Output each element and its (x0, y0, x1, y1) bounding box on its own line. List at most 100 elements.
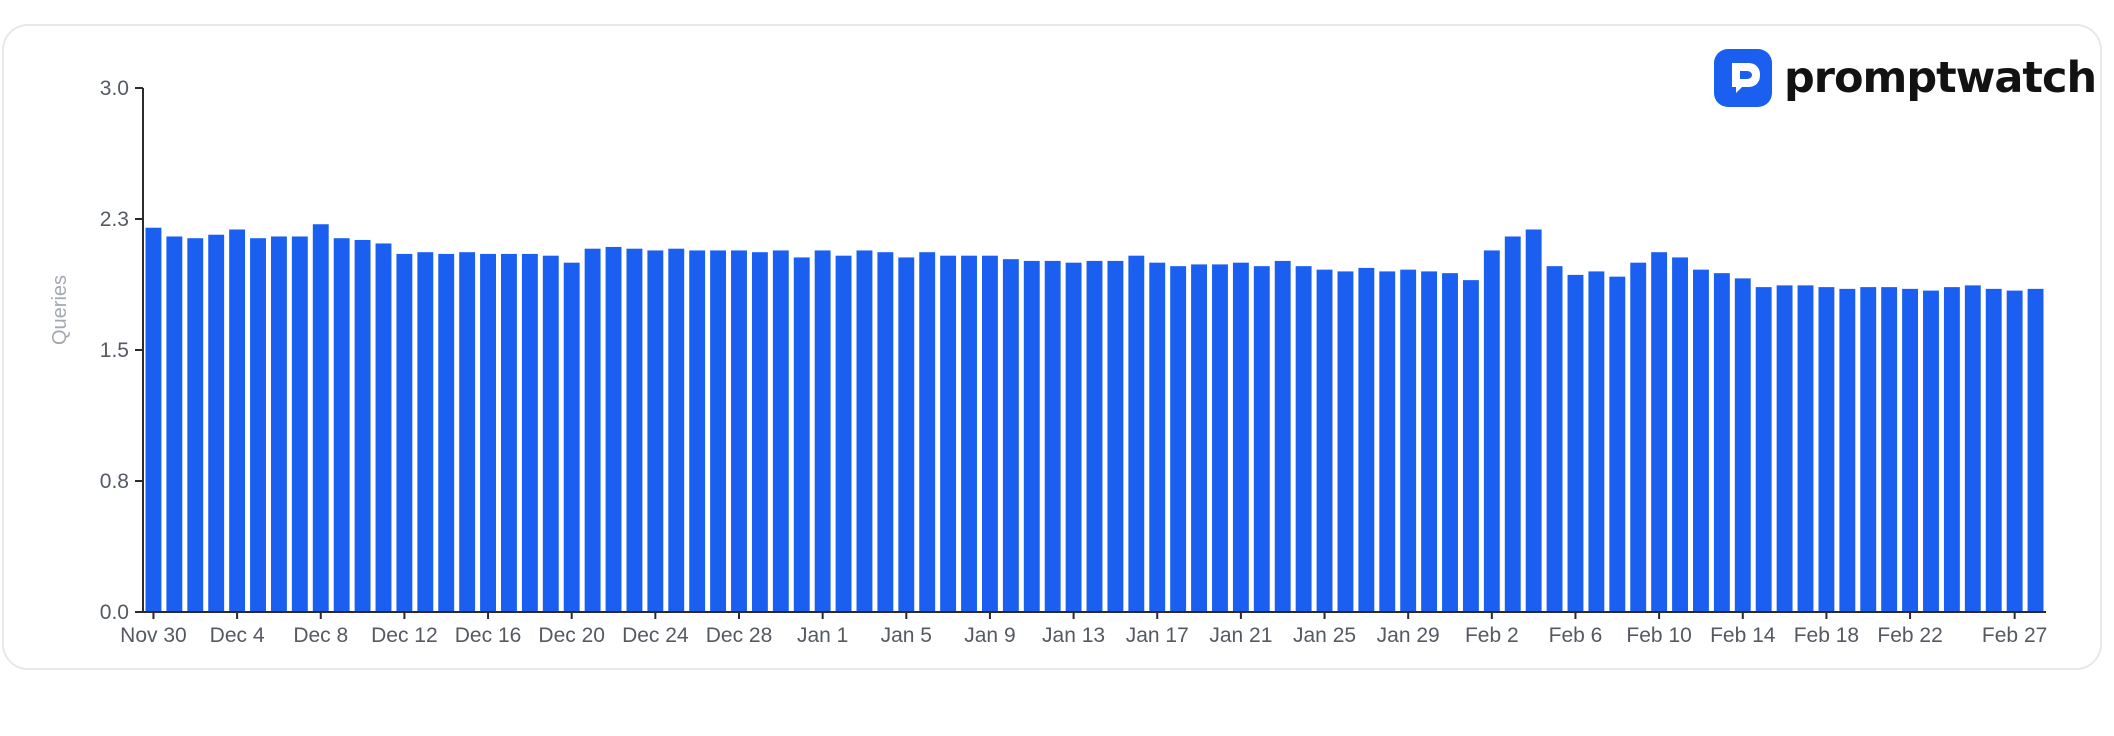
bar-87[interactable] (1964, 285, 1981, 612)
bar-55[interactable] (1295, 266, 1312, 612)
bar-74[interactable] (1693, 269, 1709, 612)
bar-17[interactable] (501, 253, 517, 612)
bar-33[interactable] (835, 255, 852, 612)
bar-90[interactable] (2027, 288, 2044, 612)
bar-35[interactable] (877, 252, 894, 612)
bar-77[interactable] (1755, 287, 1772, 612)
bar-16[interactable] (480, 253, 496, 612)
bar-7[interactable] (291, 236, 308, 612)
bar-86[interactable] (1943, 287, 1960, 612)
bar-22[interactable] (605, 246, 622, 612)
bar-28[interactable] (731, 250, 747, 612)
bar-47[interactable] (1128, 255, 1145, 612)
bar-76[interactable] (1734, 278, 1751, 612)
bar-73[interactable] (1672, 257, 1688, 612)
bar-36[interactable] (898, 257, 915, 612)
bar-25[interactable] (668, 248, 685, 612)
bar-21[interactable] (584, 248, 601, 612)
bar-41[interactable] (1002, 259, 1019, 612)
bar-49[interactable] (1170, 266, 1187, 612)
bar-53[interactable] (1253, 266, 1270, 612)
bar-37[interactable] (919, 252, 936, 612)
bar-81[interactable] (1839, 288, 1856, 612)
bar-67[interactable] (1546, 266, 1563, 612)
bar-29[interactable] (751, 252, 768, 612)
bar-45[interactable] (1086, 260, 1103, 612)
bar-84[interactable] (1902, 288, 1919, 612)
bar-89[interactable] (2006, 290, 2023, 612)
bar-6[interactable] (270, 236, 287, 612)
bar-70[interactable] (1609, 276, 1626, 612)
bar-0[interactable] (145, 227, 162, 613)
bar-83[interactable] (1881, 287, 1898, 612)
bar-57[interactable] (1337, 271, 1354, 612)
bar-11[interactable] (375, 243, 392, 612)
bar-88[interactable] (1985, 288, 2002, 612)
bar-61[interactable] (1421, 271, 1438, 612)
bars-group (145, 224, 2044, 613)
bar-59[interactable] (1379, 271, 1396, 612)
x-tick-label-18: Feb 10 (1626, 624, 1691, 647)
bar-15[interactable] (459, 252, 476, 612)
bar-60[interactable] (1400, 269, 1417, 612)
bar-38[interactable] (940, 255, 957, 612)
bar-85[interactable] (1923, 290, 1939, 612)
bar-26[interactable] (689, 250, 706, 612)
bar-32[interactable] (814, 250, 831, 612)
bar-43[interactable] (1044, 260, 1061, 612)
bar-30[interactable] (772, 250, 789, 612)
bar-40[interactable] (981, 255, 998, 612)
bar-51[interactable] (1212, 264, 1228, 612)
bar-69[interactable] (1588, 271, 1605, 612)
y-axis: 0.0 0.8 1.5 2.3 3.0 (100, 77, 144, 624)
bar-18[interactable] (521, 253, 538, 612)
bar-9[interactable] (333, 238, 350, 612)
bar-42[interactable] (1023, 260, 1040, 612)
bar-68[interactable] (1567, 274, 1584, 612)
bar-58[interactable] (1358, 267, 1375, 612)
bar-78[interactable] (1776, 285, 1793, 612)
bar-63[interactable] (1462, 280, 1479, 612)
bar-14[interactable] (438, 253, 455, 612)
x-tick-label-19: Feb 14 (1710, 624, 1776, 647)
bar-13[interactable] (417, 252, 434, 612)
bar-44[interactable] (1065, 262, 1082, 612)
bar-10[interactable] (354, 239, 371, 612)
bar-82[interactable] (1860, 287, 1877, 612)
bar-62[interactable] (1442, 273, 1458, 612)
bar-72[interactable] (1651, 252, 1668, 612)
bar-50[interactable] (1191, 264, 1207, 612)
bar-75[interactable] (1713, 273, 1730, 612)
x-tick-label-22: Feb 27 (1982, 624, 2047, 647)
bar-1[interactable] (166, 236, 183, 612)
bar-71[interactable] (1630, 262, 1647, 612)
bar-3[interactable] (208, 234, 225, 612)
x-tick-label-3: Dec 12 (371, 624, 438, 647)
bar-19[interactable] (542, 255, 559, 612)
bar-12[interactable] (396, 253, 413, 612)
x-tick-label-0: Nov 30 (120, 624, 187, 647)
bar-65[interactable] (1504, 236, 1521, 612)
bar-80[interactable] (1818, 287, 1835, 612)
x-axis: Nov 30 Dec 4 Dec 8 Dec 12 Dec 16 Dec 20 Dec 24… (120, 611, 2047, 647)
bar-4[interactable] (229, 229, 246, 613)
bar-8[interactable] (312, 224, 329, 613)
bar-34[interactable] (856, 250, 873, 612)
bar-39[interactable] (961, 255, 977, 612)
bar-2[interactable] (187, 238, 204, 612)
bar-31[interactable] (793, 257, 810, 612)
bar-66[interactable] (1525, 229, 1542, 613)
bar-52[interactable] (1232, 262, 1249, 612)
bar-79[interactable] (1797, 285, 1814, 612)
bar-48[interactable] (1149, 262, 1166, 612)
bar-56[interactable] (1316, 269, 1333, 612)
bar-5[interactable] (250, 238, 266, 612)
bar-23[interactable] (626, 248, 643, 612)
bar-54[interactable] (1274, 260, 1291, 612)
y-tick-label-0: 0.0 (100, 601, 129, 624)
bar-20[interactable] (563, 262, 580, 612)
bar-46[interactable] (1107, 260, 1124, 612)
bar-24[interactable] (647, 250, 664, 612)
bar-64[interactable] (1483, 250, 1500, 612)
bar-27[interactable] (710, 250, 727, 612)
